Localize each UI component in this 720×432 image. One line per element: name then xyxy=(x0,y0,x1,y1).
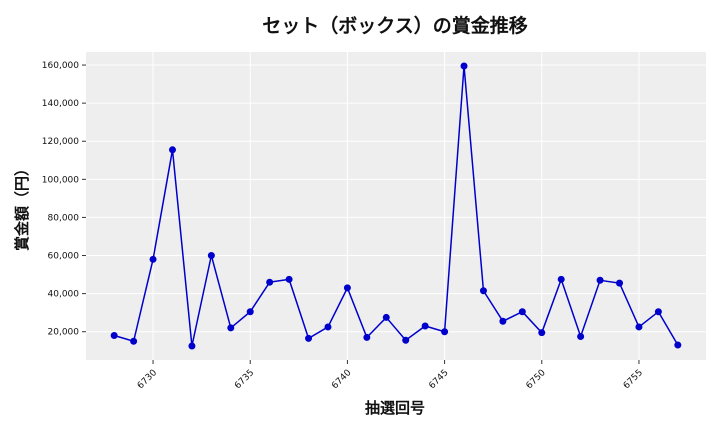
data-point xyxy=(421,322,429,330)
y-tick-label: 160,000 xyxy=(42,61,79,71)
data-point xyxy=(538,329,546,337)
series-layer xyxy=(110,62,682,350)
data-point xyxy=(285,275,293,283)
data-point xyxy=(499,317,507,325)
y-tick-label: 60,000 xyxy=(48,252,80,262)
y-axis-label: 賞金額（円） xyxy=(13,161,31,251)
plot-area xyxy=(86,52,706,360)
data-point xyxy=(363,333,371,341)
series-line xyxy=(113,65,679,347)
data-point xyxy=(324,323,332,331)
chart-title: セット（ボックス）の賞金推移 xyxy=(262,14,527,37)
data-point xyxy=(188,342,196,350)
data-point xyxy=(149,255,157,263)
data-point xyxy=(596,276,604,284)
data-point xyxy=(343,284,351,292)
data-point xyxy=(402,336,410,344)
data-point xyxy=(305,334,313,342)
data-point xyxy=(616,279,624,287)
data-point xyxy=(460,62,468,70)
y-tick-label: 80,000 xyxy=(48,213,80,223)
data-point xyxy=(654,308,662,316)
data-point xyxy=(168,146,176,154)
data-point xyxy=(635,323,643,331)
x-tick-label: 6735 xyxy=(233,368,256,391)
data-point xyxy=(227,324,235,332)
x-tick-label: 6750 xyxy=(525,368,548,391)
data-point xyxy=(207,252,215,260)
y-axis-ticks: 20,000 40,000 60,000 80,000 100,000 120,000 14… xyxy=(42,61,86,338)
data-point xyxy=(577,332,585,340)
x-axis-label: 抽選回号 xyxy=(365,399,425,417)
data-point xyxy=(557,275,565,283)
x-tick-label: 6740 xyxy=(330,368,353,391)
data-point xyxy=(382,313,390,321)
x-tick-label: 6730 xyxy=(136,368,159,391)
data-point xyxy=(110,332,118,340)
x-tick-label: 6745 xyxy=(427,368,450,391)
y-tick-label: 100,000 xyxy=(42,175,79,185)
data-point xyxy=(674,341,682,349)
y-tick-label: 120,000 xyxy=(42,137,79,147)
y-tick-label: 20,000 xyxy=(48,328,80,338)
gridlines xyxy=(86,52,706,360)
y-tick-label: 40,000 xyxy=(48,290,80,300)
x-axis-ticks: 6730 6735 6740 6745 6750 6755 xyxy=(136,360,645,391)
data-point xyxy=(479,287,487,295)
data-point xyxy=(130,337,138,345)
data-point xyxy=(441,328,449,336)
data-point xyxy=(266,278,274,286)
y-tick-label: 140,000 xyxy=(42,99,79,109)
data-point xyxy=(246,308,254,316)
x-tick-label: 6755 xyxy=(622,368,645,391)
data-point xyxy=(518,308,526,316)
